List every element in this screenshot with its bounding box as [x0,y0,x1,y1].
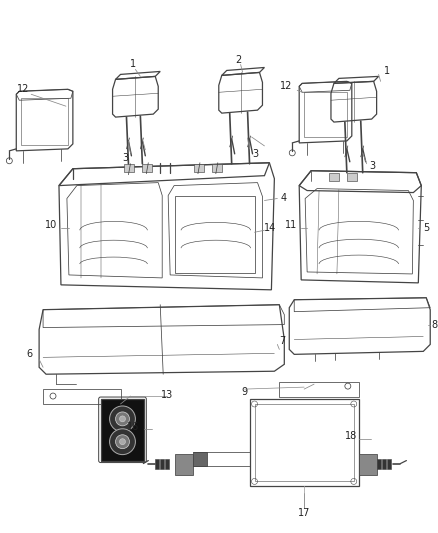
Text: 1: 1 [131,60,137,69]
Text: 14: 14 [264,223,276,233]
Text: 17: 17 [298,508,311,518]
Circle shape [120,439,125,445]
Text: 16: 16 [127,422,140,432]
Bar [142,164,152,172]
Bar [175,454,193,475]
Text: 13: 13 [161,390,173,400]
Text: 3: 3 [370,161,376,171]
Bar [381,458,385,469]
Text: 8: 8 [431,320,437,329]
Bar [193,451,207,465]
Circle shape [120,416,125,422]
Text: 4: 4 [280,192,286,203]
Text: 12: 12 [280,82,293,91]
Text: 1: 1 [384,67,390,76]
Bar [160,458,164,469]
Bar [329,173,339,181]
Bar [347,173,357,181]
Bar [124,164,134,172]
Bar [377,458,381,469]
Bar [101,399,145,461]
Text: 3: 3 [122,153,128,163]
Text: 7: 7 [279,336,286,346]
Bar [175,196,254,273]
Text: 3: 3 [252,149,258,159]
Bar [155,458,159,469]
Circle shape [116,435,130,449]
Bar [359,454,377,475]
Bar [304,92,347,137]
Bar [254,404,354,481]
Text: 9: 9 [241,387,247,397]
Circle shape [116,412,130,426]
Text: 5: 5 [423,223,429,233]
Text: 2: 2 [236,54,242,64]
Circle shape [110,429,135,455]
Circle shape [110,406,135,432]
Text: 6: 6 [26,349,32,359]
Text: 11: 11 [285,220,297,230]
Text: 12: 12 [17,84,29,94]
Text: 18: 18 [345,431,357,441]
Bar [194,164,204,172]
Bar [21,98,68,145]
Bar [250,399,359,487]
Bar [165,458,169,469]
Text: 10: 10 [45,220,57,230]
Bar [387,458,391,469]
Bar [212,164,222,172]
